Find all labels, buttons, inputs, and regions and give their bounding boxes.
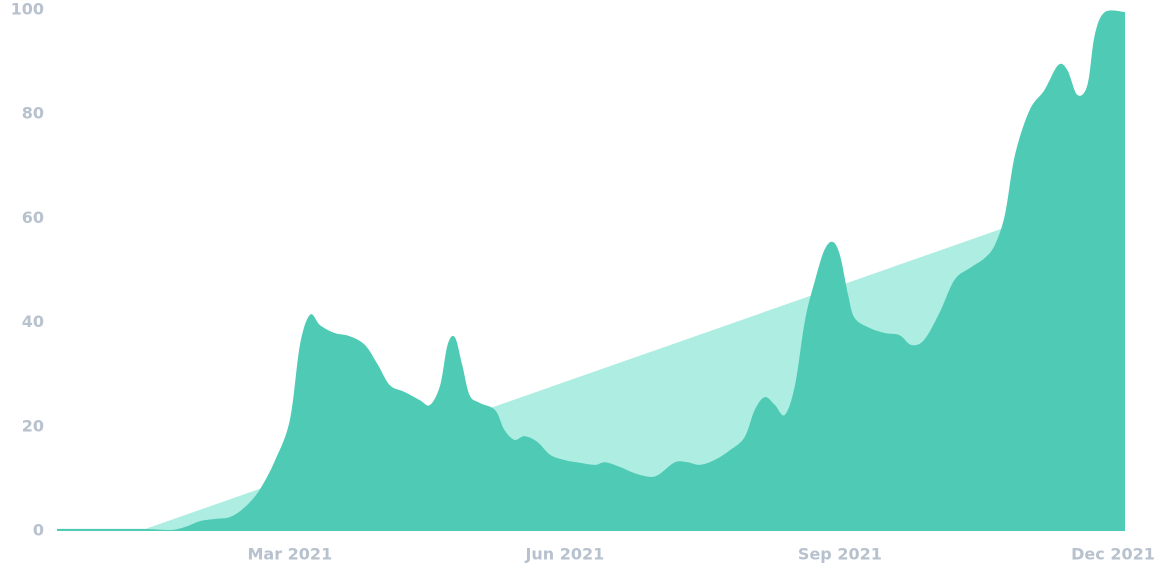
y-tick-label: 80 xyxy=(22,104,44,123)
area xyxy=(57,10,1125,532)
x-tick-label: Sep 2021 xyxy=(798,545,882,564)
y-tick-label: 20 xyxy=(22,416,44,435)
y-tick-label: 40 xyxy=(22,312,44,331)
x-tick-label: Mar 2021 xyxy=(247,545,332,564)
y-tick-label: 60 xyxy=(22,208,44,227)
x-tick-label: Dec 2021 xyxy=(1071,545,1155,564)
x-tick-label: Jun 2021 xyxy=(524,545,604,564)
y-tick-label: 100 xyxy=(11,0,44,19)
y-tick-label: 0 xyxy=(33,521,44,540)
